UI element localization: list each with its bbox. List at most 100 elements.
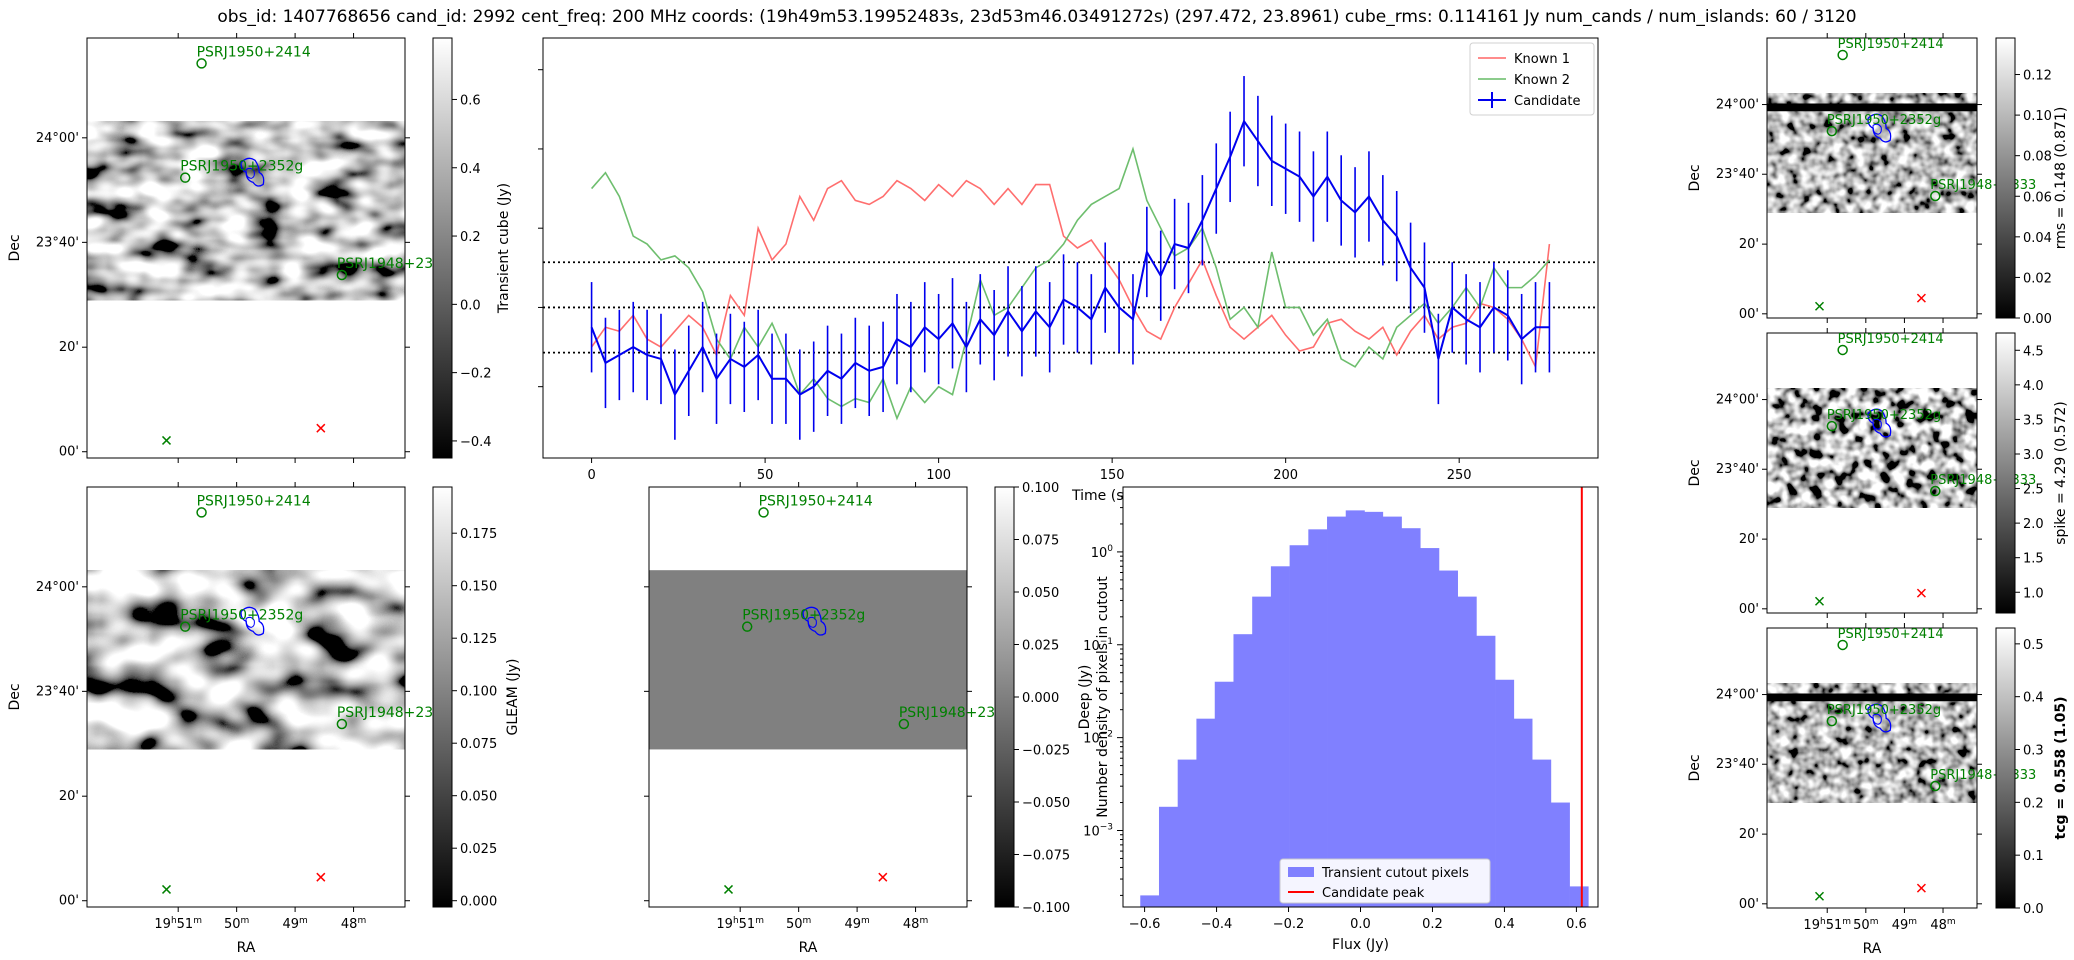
source-label: PSRJ1950+2414 [197, 493, 311, 509]
colorbar-tick-label: 0.150 [460, 580, 497, 595]
source-label: PSRJ1950+2352g [1827, 113, 1941, 128]
ra-tick-label: 49m [1892, 917, 1917, 933]
candidate-contour [245, 167, 255, 179]
histogram-bar [1438, 570, 1458, 907]
colorbar-tick-label: 0.125 [460, 632, 497, 647]
colorbar-tick-label: 0.04 [2023, 231, 2052, 246]
ra-tick-part: h [733, 916, 739, 926]
colorbar-tick-label: 0.100 [460, 685, 497, 700]
colorbar-label: spike = 4.29 (0.572) [2053, 401, 2069, 545]
source-marker [1837, 639, 1848, 651]
ra-tick-part: m [357, 916, 366, 926]
rms-panel: PSRJ1950+2414 PSRJ1950+2352g PSRJ1948+2333… [1687, 33, 2069, 327]
colorbar-tick-label: 0.6 [460, 93, 481, 108]
series-line-candidate [590, 119, 1550, 397]
ra-tick-part: 48 [903, 917, 920, 932]
colorbar-label: tcg = 0.558 (1.05) [2053, 697, 2069, 840]
cross-marker [161, 435, 172, 445]
axes-frame [86, 486, 406, 908]
y-tick-base: 10 [1083, 824, 1100, 839]
colorbar-tick-label: 0.02 [2023, 271, 2052, 286]
histogram-bar [1569, 886, 1589, 907]
ra-tick-label: 50m [786, 916, 811, 932]
axes-frame [1766, 627, 1978, 909]
dec-tick-label: 00' [59, 894, 79, 909]
dec-tick-label: 23°40' [1716, 167, 1759, 182]
ra-tick-part: m [755, 916, 764, 926]
colorbar-tick-label: 4.5 [2023, 344, 2044, 359]
candidate-contour [1872, 418, 1882, 430]
ra-tick-label: 48m [903, 916, 928, 932]
histogram-bar [1233, 634, 1253, 907]
source-marker [336, 269, 348, 281]
ra-tick-part: 19 [154, 917, 171, 932]
ra-tick-part: 51 [177, 917, 194, 932]
cross-marker [1916, 588, 1926, 598]
source-label: PSRJ1950+2414 [759, 493, 873, 509]
histogram-bar [1550, 802, 1570, 907]
gleam-panel: PSRJ1950+2414 PSRJ1950+2352g PSRJ1948+2333… [7, 482, 521, 956]
ra-tick-label: 50m [1853, 917, 1878, 933]
histogram-bar [1420, 548, 1440, 907]
source-marker [196, 58, 207, 69]
dec-tick-label: 20' [59, 340, 79, 355]
colorbar [432, 37, 453, 459]
histogram-bar [1289, 545, 1309, 907]
ra-tick-label: 49m [844, 916, 869, 932]
colorbar-tick-label: −0.2 [460, 367, 492, 382]
colorbar-tick-label: 0.025 [460, 842, 497, 857]
colorbar-tick-label: 0.10 [2023, 109, 2052, 124]
cross-marker [1814, 301, 1825, 311]
colorbar-tick-label: 0.06 [2023, 190, 2052, 205]
y-tick-label: 100 [1091, 544, 1114, 561]
colorbar-tick-label: 0.050 [1022, 586, 1059, 601]
histogram-bar [1382, 516, 1402, 907]
colorbar-tick-label: 0.0 [2023, 902, 2044, 917]
axes-frame [1766, 332, 1978, 614]
x-tick-label: −0.6 [1129, 917, 1161, 932]
x-tick-label: 0 [587, 468, 595, 483]
x-tick-label: 0.2 [1422, 917, 1443, 932]
source-label: PSRJ1948+2333 [899, 705, 1013, 721]
ra-tick-label: 48m [341, 916, 366, 932]
histogram-bar [1327, 516, 1347, 907]
x-tick-label: 250 [1447, 468, 1472, 483]
y-tick-base: 10 [1091, 546, 1108, 561]
y-axis-label: Dec [1687, 754, 1703, 781]
ra-tick-part: 50 [224, 917, 241, 932]
figure-title: obs_id: 1407768656 cand_id: 2992 cent_fr… [217, 7, 1856, 27]
source-label: PSRJ1950+2352g [180, 159, 303, 175]
series-line [590, 146, 1551, 421]
histogram-bar [1457, 596, 1477, 907]
cross-marker [1916, 293, 1926, 303]
colorbar-tick-label: −0.050 [1022, 796, 1070, 811]
dec-tick-label: 24°00' [1716, 688, 1759, 703]
source-marker [1837, 344, 1848, 356]
ra-tick-part: h [171, 916, 177, 926]
source-label: PSRJ1948+2333 [1930, 768, 2036, 783]
source-label: PSRJ1948+2333 [1930, 473, 2036, 488]
cross-marker [1916, 883, 1926, 893]
legend-swatch [1288, 867, 1314, 877]
colorbar-tick-label: 0.050 [460, 790, 497, 805]
y-tick-exponent: −1 [1100, 637, 1113, 647]
y-axis-label: Dec [7, 234, 23, 261]
image-data [1767, 93, 1977, 213]
ra-tick-part: 49 [282, 917, 299, 932]
x-tick-label: 0.6 [1566, 917, 1587, 932]
ra-tick-part: 51 [739, 917, 756, 932]
source-marker [336, 718, 348, 730]
x-axis-label: Flux (Jy) [1332, 937, 1389, 953]
source-label: PSRJ1950+2414 [1838, 627, 1944, 642]
dec-tick-label: 00' [1739, 307, 1759, 322]
colorbar-tick-label: 4.0 [2023, 379, 2044, 394]
image-data [1767, 388, 1977, 508]
ra-tick-label: 19h51m [154, 916, 202, 932]
source-marker [1826, 715, 1838, 727]
candidate-contour [807, 616, 817, 628]
legend [1469, 42, 1595, 116]
ra-tick-part: m [803, 916, 812, 926]
histogram-bar [1495, 679, 1515, 907]
histogram-bar [1476, 635, 1496, 907]
histogram-bar [1532, 759, 1552, 907]
